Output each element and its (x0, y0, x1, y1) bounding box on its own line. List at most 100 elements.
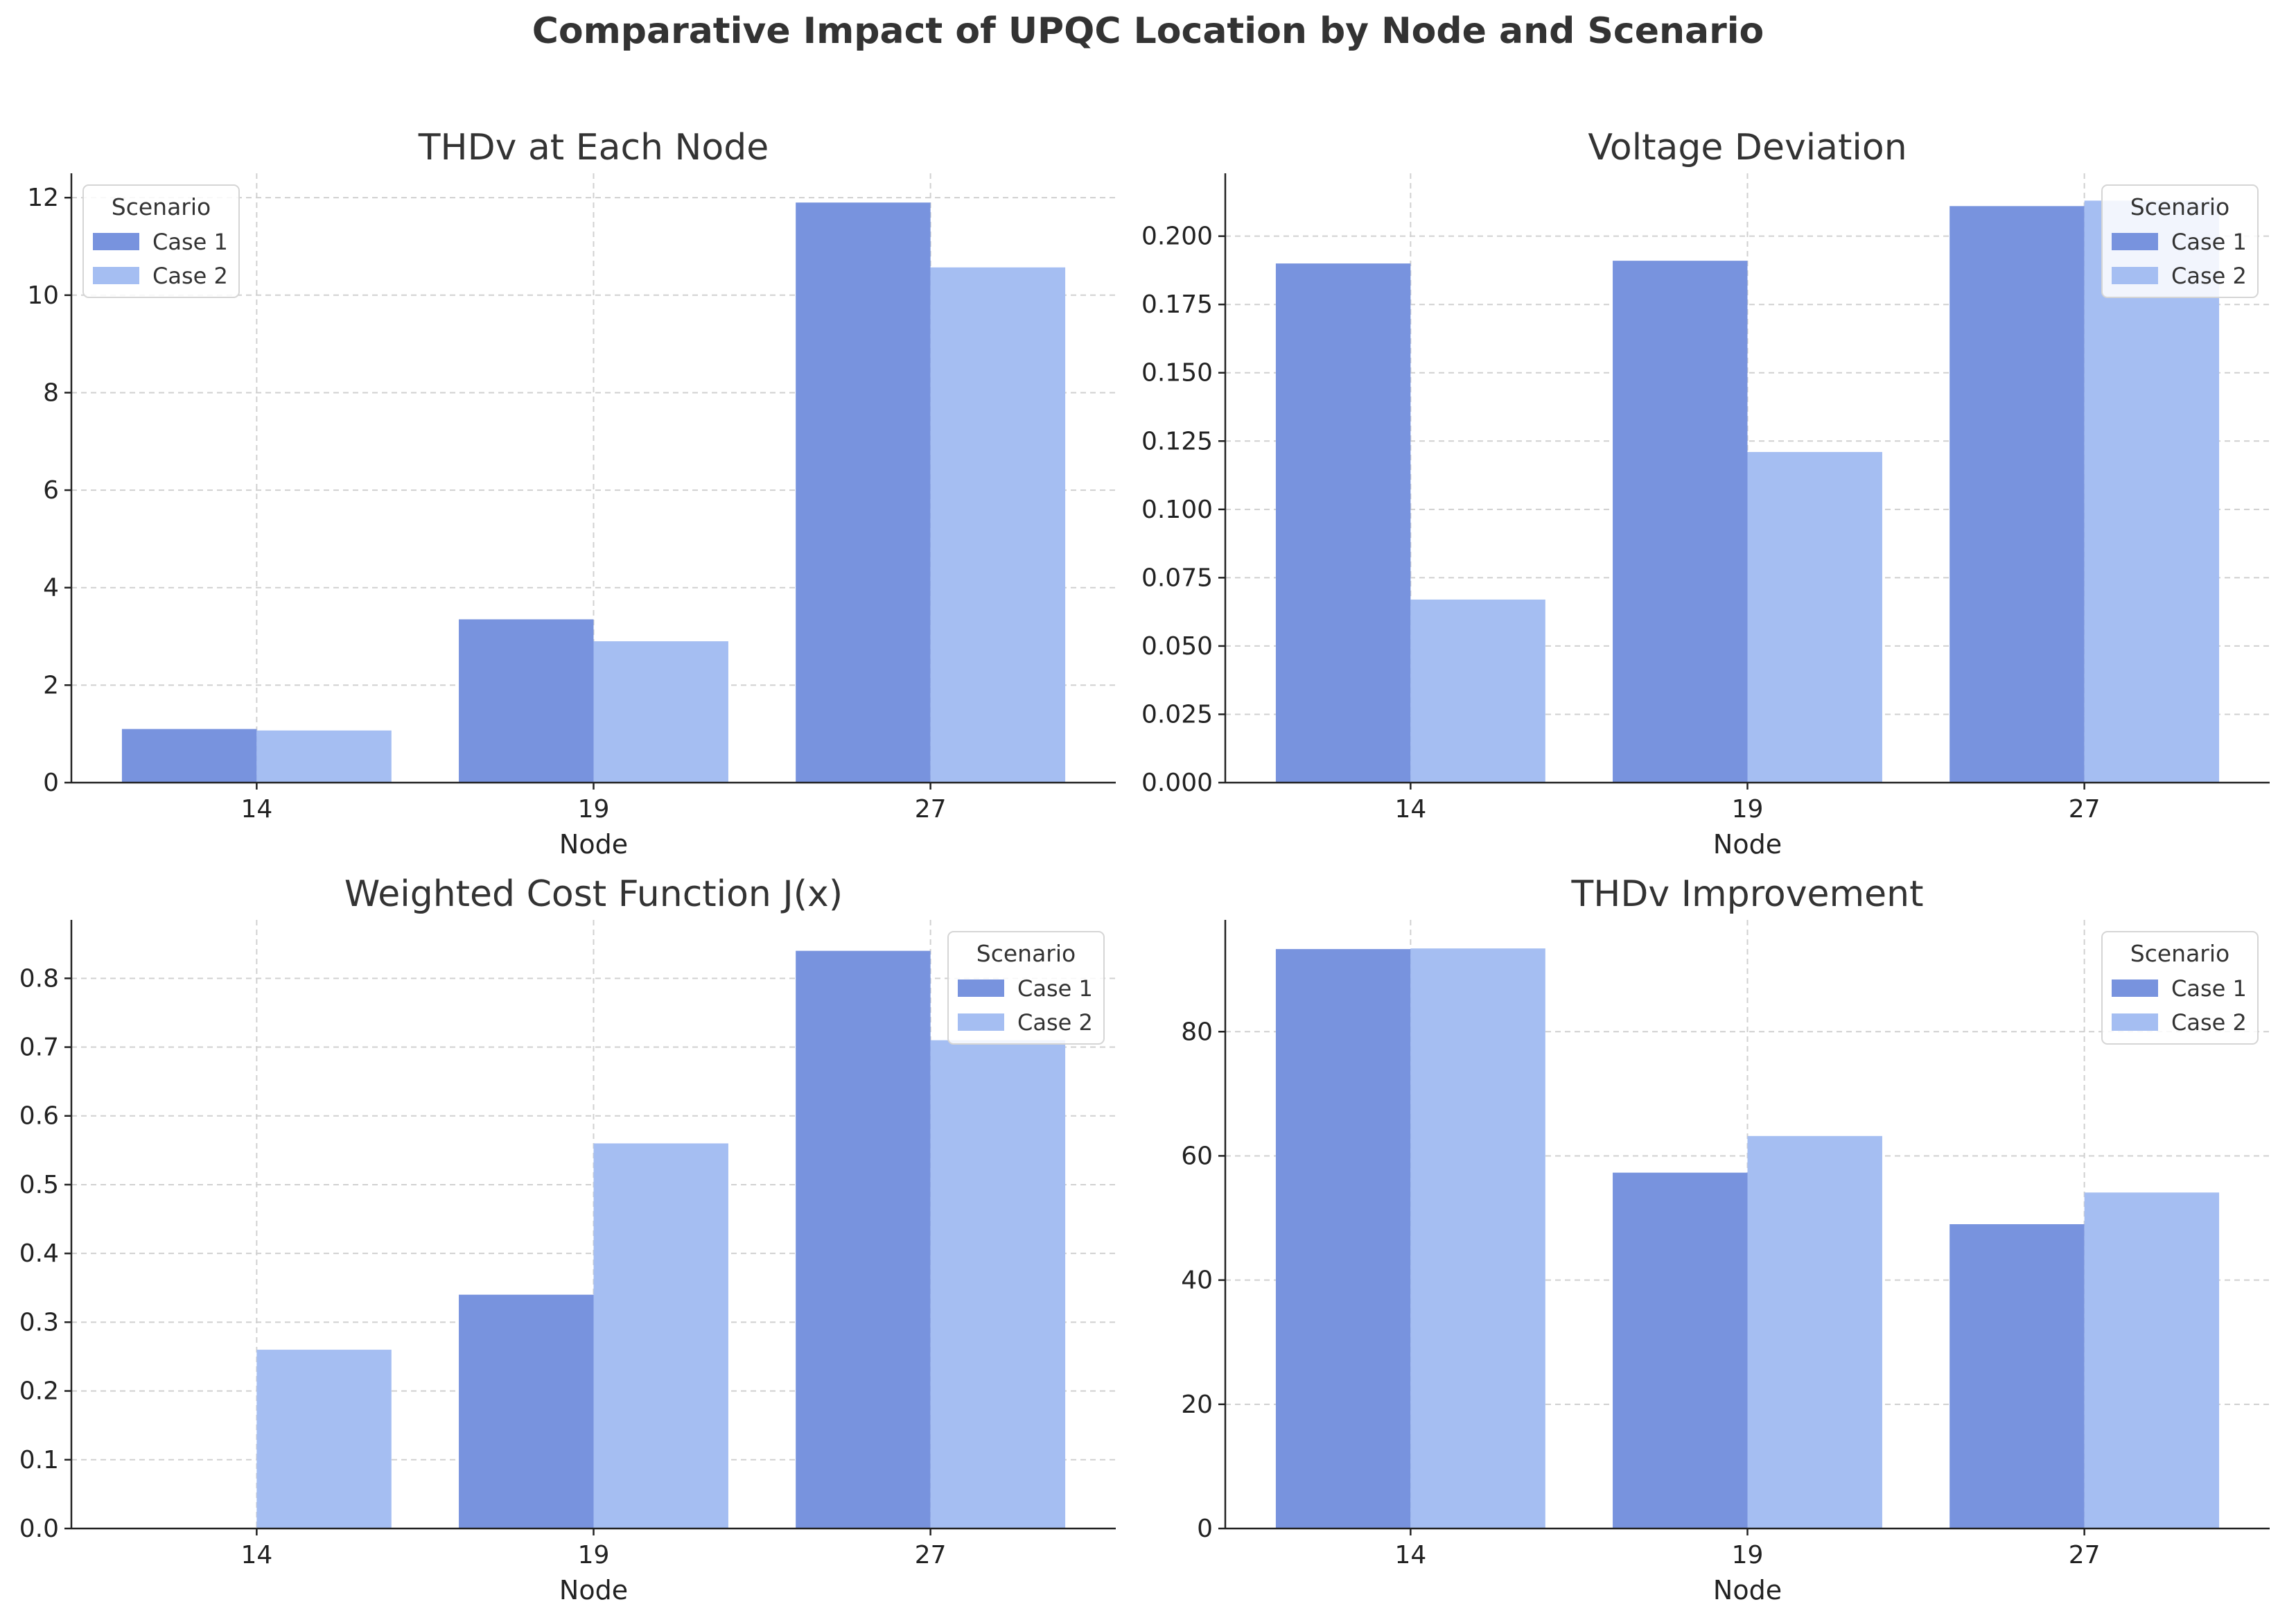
y-tick-label: 0.175 (1141, 290, 1213, 319)
y-tick-label: 0.4 (19, 1239, 59, 1268)
legend-label-case1: Case 1 (2171, 229, 2247, 255)
y-tick-label: 12 (27, 184, 59, 212)
legend-title: Scenario (2130, 940, 2229, 967)
legend-label-case2: Case 2 (2171, 263, 2247, 289)
legend-title: Scenario (976, 940, 1076, 967)
chart-title: Weighted Cost Function J(x) (344, 873, 843, 915)
bar-case2-node-19 (593, 1143, 728, 1529)
x-axis-label: Node (1713, 829, 1782, 860)
y-tick-label: 2 (43, 671, 59, 699)
x-tick-label: 14 (240, 1541, 272, 1569)
y-tick-label: 40 (1181, 1266, 1213, 1295)
x-tick-label: 27 (915, 1541, 947, 1569)
y-tick-label: 0.150 (1141, 359, 1213, 387)
chart-panel-thdv: 0 2 4 6 8 10 12 14 19 27 Node THDv at Each Node Scen… (27, 127, 1116, 860)
legend-swatch-case2 (2112, 1013, 2158, 1031)
chart-panel-thdv-improvement: 0 20 40 60 80 14 19 27 Node THDv Improvement Scena… (1181, 873, 2270, 1605)
y-tick-label: 60 (1181, 1142, 1213, 1170)
chart-title: THDv Improvement (1570, 873, 1923, 915)
chart-panel-weighted-cost: 0.0 0.1 0.2 0.3 0.4 0.5 0.6 0.7 0.8 14 19 27 Node Wei… (19, 873, 1116, 1605)
x-tick-label: 19 (578, 1541, 610, 1569)
y-tick-label: 0.6 (19, 1102, 59, 1131)
bar-case1-node-19 (459, 1294, 594, 1529)
x-tick-label: 14 (1394, 795, 1426, 824)
bar-case2-node-19 (1747, 1135, 1882, 1529)
y-tick-label: 80 (1181, 1018, 1213, 1046)
y-tick-label: 0.050 (1141, 632, 1213, 661)
y-tick-label: 0.5 (19, 1171, 59, 1199)
x-axis-label: Node (1713, 1575, 1782, 1605)
y-tick-label: 0.3 (19, 1308, 59, 1336)
legend-label-case1: Case 1 (1017, 975, 1093, 1002)
legend-label-case2: Case 2 (152, 263, 228, 289)
legend-title: Scenario (2130, 193, 2229, 220)
bar-case2-node-14 (256, 730, 392, 783)
legend-label-case1: Case 1 (2171, 975, 2247, 1002)
bar-case1-node-27 (1949, 206, 2085, 783)
chart-panel-voltage-deviation: 0.000 0.025 0.050 0.075 0.100 0.125 0.150 0.175… (1141, 127, 2270, 860)
bar-case2-node-19 (1747, 452, 1882, 783)
y-tick-label: 0 (43, 769, 59, 797)
x-tick-label: 19 (578, 795, 610, 824)
legend-swatch-case1 (2112, 979, 2158, 997)
bar-case2-node-14 (1410, 948, 1545, 1529)
x-tick-label: 27 (915, 795, 947, 824)
bar-case2-node-14 (1410, 599, 1545, 783)
legend-label-case1: Case 1 (152, 229, 228, 255)
legend-swatch-case1 (958, 979, 1004, 997)
y-tick-label: 0.0 (19, 1515, 59, 1543)
legend-label-case2: Case 2 (2171, 1009, 2247, 1036)
bar-case2-node-19 (593, 641, 728, 783)
bar-case2-node-27 (2084, 1192, 2220, 1529)
legend: Scenario Case 1 Case 2 (2101, 184, 2259, 298)
bar-case1-node-19 (1613, 261, 1748, 783)
y-tick-label: 0.075 (1141, 564, 1213, 592)
bar-case1-node-27 (796, 202, 931, 783)
x-tick-label: 27 (2069, 1541, 2101, 1569)
bar-case1-node-27 (796, 950, 931, 1529)
legend-swatch-case2 (958, 1013, 1004, 1031)
y-tick-label: 0 (1197, 1515, 1213, 1543)
x-tick-label: 19 (1732, 1541, 1764, 1569)
bar-case1-node-14 (1275, 949, 1411, 1529)
y-tick-label: 0.8 (19, 964, 59, 993)
legend-swatch-case1 (93, 233, 139, 250)
legend: Scenario Case 1 Case 2 (2101, 931, 2259, 1045)
y-tick-label: 20 (1181, 1391, 1213, 1419)
legend-swatch-case1 (2112, 233, 2158, 250)
y-tick-label: 0.2 (19, 1377, 59, 1406)
bar-case1-node-14 (1275, 263, 1411, 783)
legend: Scenario Case 1 Case 2 (947, 931, 1105, 1045)
y-tick-label: 0.100 (1141, 496, 1213, 524)
chart-title: Voltage Deviation (1588, 127, 1907, 168)
x-tick-label: 19 (1732, 795, 1764, 824)
bar-case2-node-14 (256, 1350, 392, 1529)
x-tick-label: 14 (240, 795, 272, 824)
y-tick-label: 10 (27, 281, 59, 310)
bar-case2-node-27 (930, 1040, 1066, 1529)
x-tick-label: 14 (1394, 1541, 1426, 1569)
y-tick-label: 0.025 (1141, 700, 1213, 729)
bar-case1-node-14 (121, 729, 257, 783)
bar-case1-node-19 (459, 619, 594, 783)
x-tick-label: 27 (2069, 795, 2101, 824)
y-tick-label: 0.000 (1141, 769, 1213, 797)
y-tick-label: 0.200 (1141, 223, 1213, 251)
chart-title: THDv at Each Node (418, 127, 769, 168)
legend-swatch-case2 (2112, 267, 2158, 284)
y-tick-label: 4 (43, 574, 59, 602)
x-axis-label: Node (559, 1575, 628, 1605)
y-tick-label: 0.7 (19, 1034, 59, 1062)
legend-label-case2: Case 2 (1017, 1009, 1093, 1036)
y-tick-label: 6 (43, 476, 59, 505)
bar-case1-node-19 (1613, 1172, 1748, 1529)
figure-suptitle: Comparative Impact of UPQC Location by N… (532, 10, 1764, 52)
legend: Scenario Case 1 Case 2 (82, 184, 240, 298)
bar-case1-node-27 (1949, 1224, 2085, 1529)
legend-swatch-case2 (93, 267, 139, 284)
y-tick-label: 0.1 (19, 1446, 59, 1474)
y-tick-label: 8 (43, 378, 59, 407)
y-tick-label: 0.125 (1141, 427, 1213, 455)
x-axis-label: Node (559, 829, 628, 860)
